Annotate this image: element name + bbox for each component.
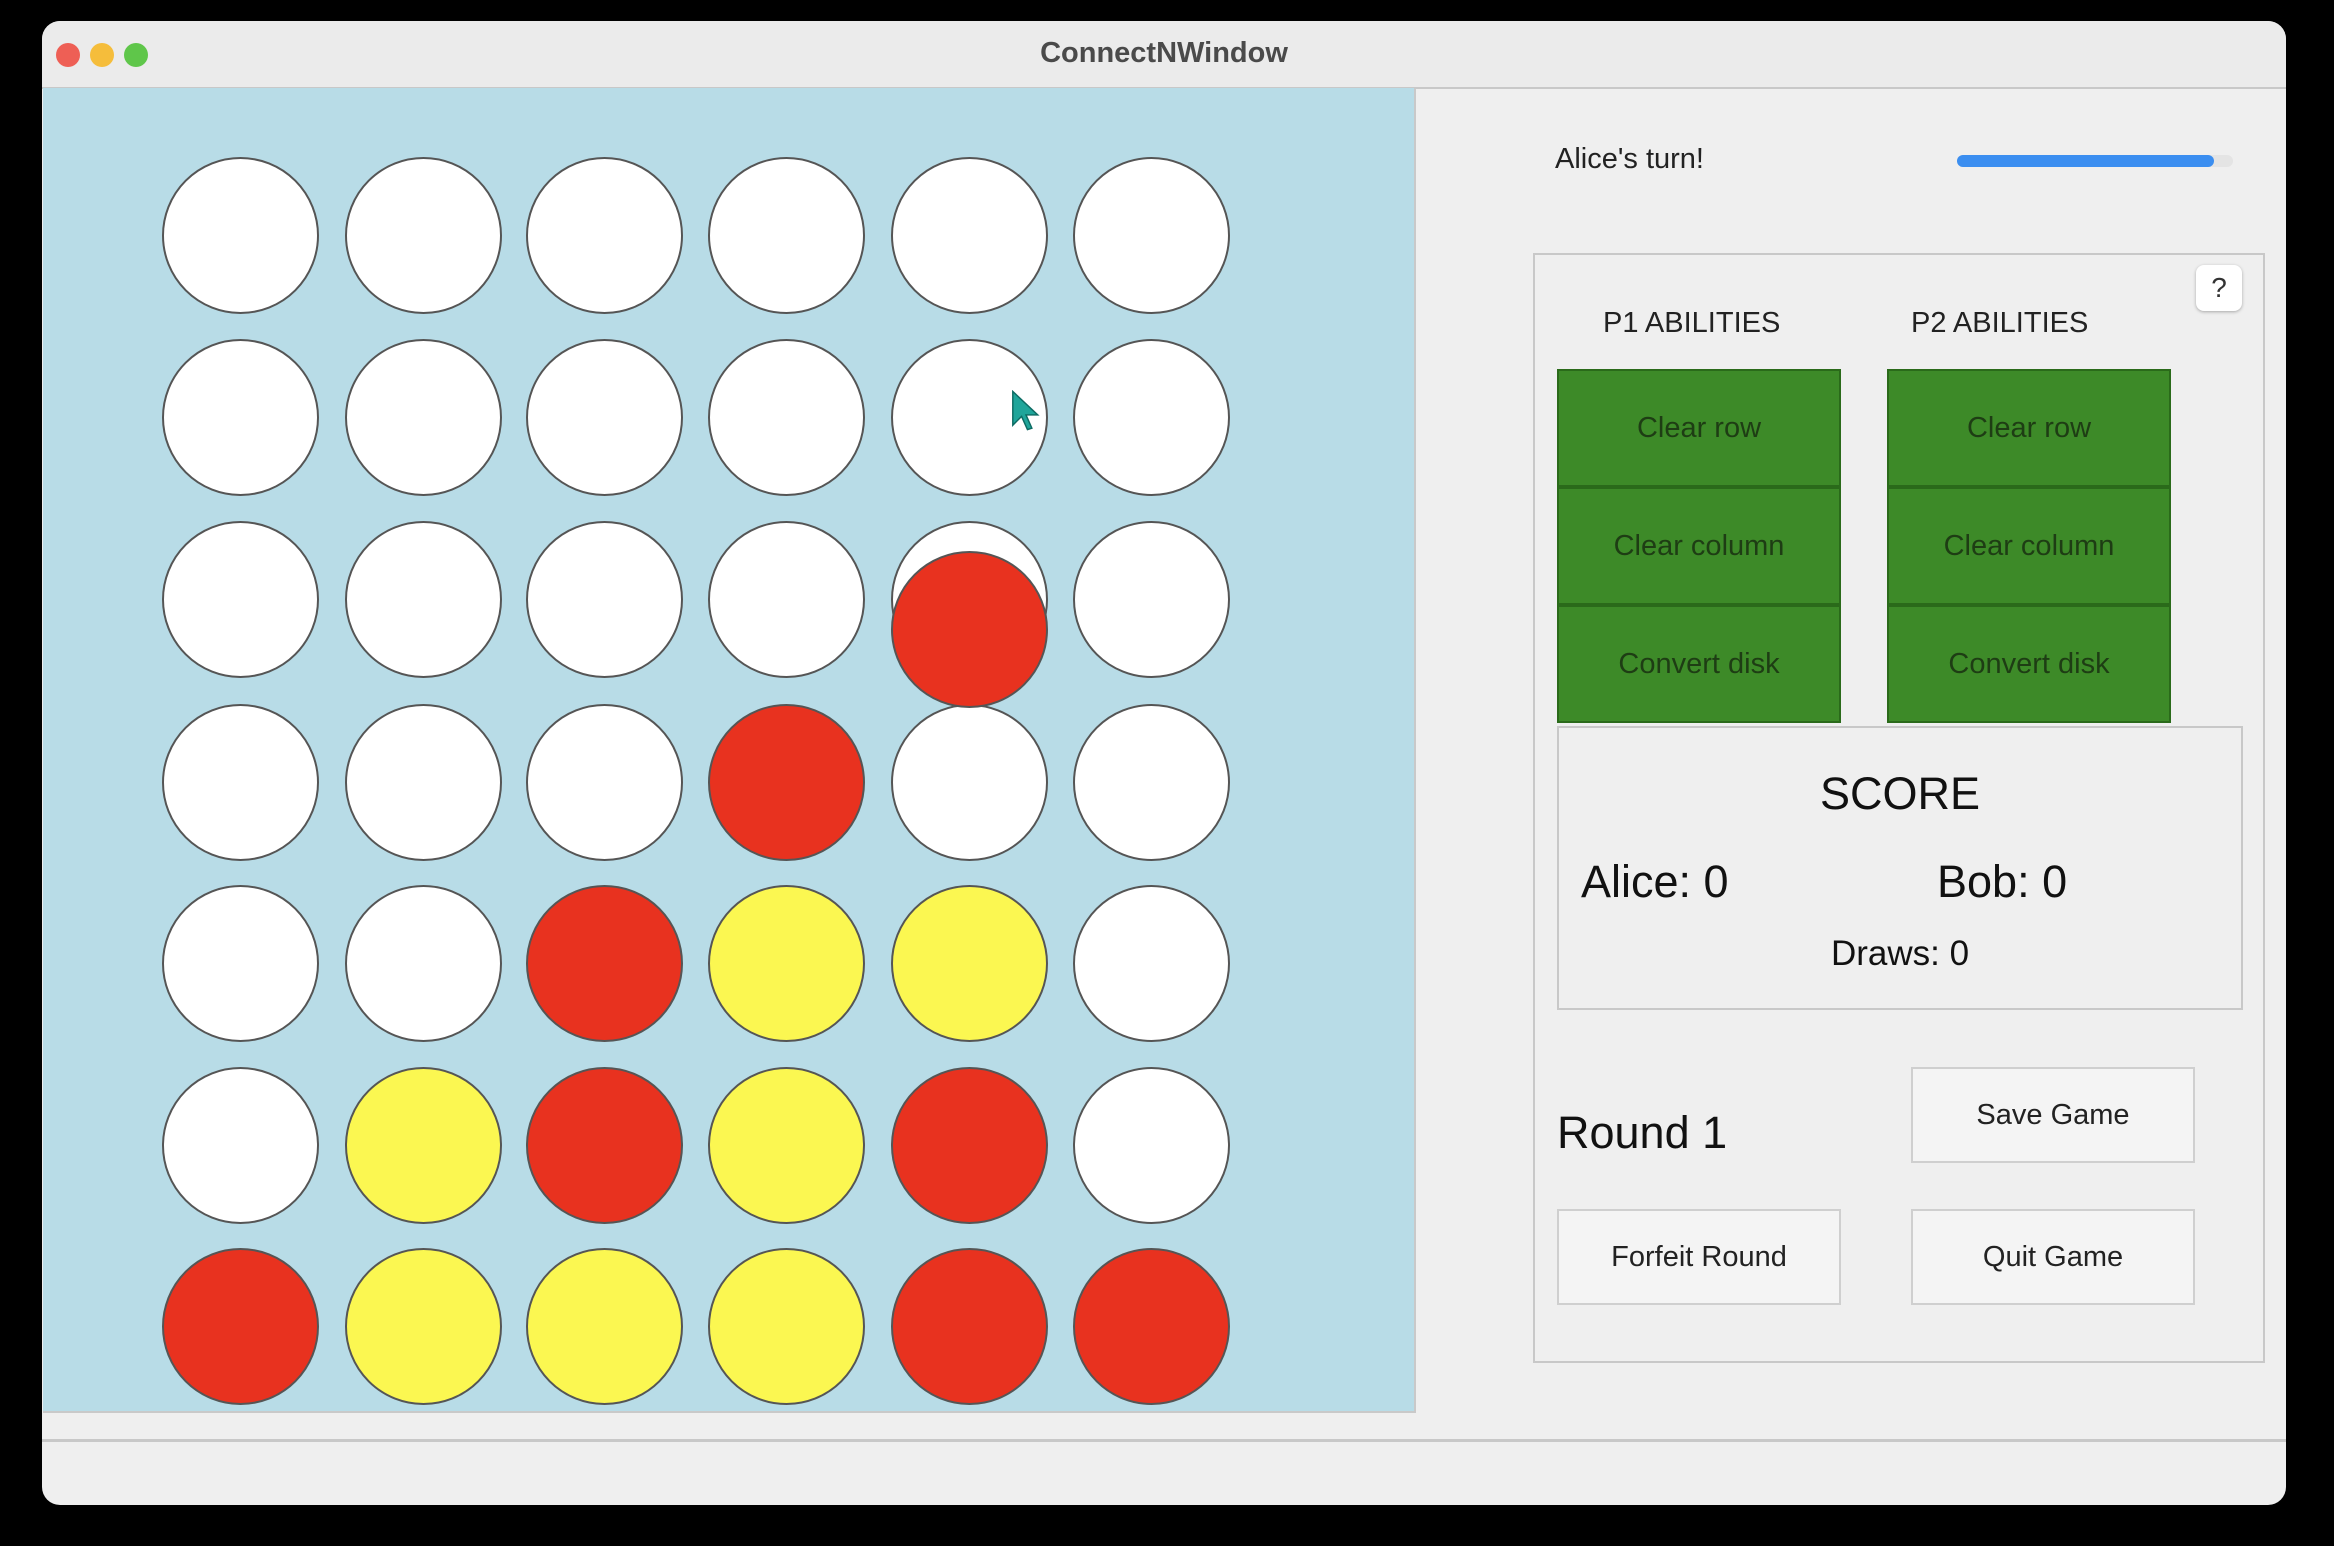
red-disc[interactable] bbox=[891, 1248, 1048, 1405]
empty-slot[interactable] bbox=[1073, 339, 1230, 496]
p2-clear-row-button[interactable]: Clear row bbox=[1887, 369, 2171, 487]
turn-status: Alice's turn! bbox=[1555, 143, 1704, 175]
empty-slot[interactable] bbox=[162, 521, 319, 678]
yellow-disc[interactable] bbox=[526, 1248, 683, 1405]
help-button[interactable]: ? bbox=[2196, 265, 2242, 311]
empty-slot[interactable] bbox=[345, 521, 502, 678]
empty-slot[interactable] bbox=[345, 157, 502, 314]
empty-slot[interactable] bbox=[891, 157, 1048, 314]
game-board[interactable] bbox=[43, 88, 1416, 1413]
empty-slot[interactable] bbox=[1073, 885, 1230, 1042]
empty-slot[interactable] bbox=[345, 885, 502, 1042]
quit-game-button[interactable]: Quit Game bbox=[1911, 1209, 2195, 1305]
empty-slot[interactable] bbox=[162, 885, 319, 1042]
empty-slot[interactable] bbox=[1073, 1067, 1230, 1224]
empty-slot[interactable] bbox=[526, 704, 683, 861]
title-bar: ConnectNWindow bbox=[42, 21, 2286, 89]
p1-clear-column-button[interactable]: Clear column bbox=[1557, 487, 1841, 605]
red-disc[interactable] bbox=[708, 704, 865, 861]
p1-abilities: Clear row Clear column Convert disk bbox=[1557, 369, 1841, 723]
yellow-disc[interactable] bbox=[345, 1067, 502, 1224]
yellow-disc[interactable] bbox=[345, 1248, 502, 1405]
status-bar-divider bbox=[42, 1439, 2286, 1442]
turn-timer-bar bbox=[1957, 155, 2233, 167]
falling-red-disc bbox=[891, 551, 1048, 708]
empty-slot[interactable] bbox=[891, 704, 1048, 861]
app-window: ConnectNWindow Alice's turn! ? P1 ABILIT… bbox=[42, 21, 2286, 1505]
red-disc[interactable] bbox=[891, 1067, 1048, 1224]
empty-slot[interactable] bbox=[526, 339, 683, 496]
forfeit-round-button[interactable]: Forfeit Round bbox=[1557, 1209, 1841, 1305]
empty-slot[interactable] bbox=[708, 521, 865, 678]
empty-slot[interactable] bbox=[162, 1067, 319, 1224]
alice-score: Alice: 0 bbox=[1581, 856, 1729, 907]
minimize-button[interactable] bbox=[90, 43, 114, 67]
p1-convert-disk-button[interactable]: Convert disk bbox=[1557, 605, 1841, 723]
red-disc[interactable] bbox=[162, 1248, 319, 1405]
yellow-disc[interactable] bbox=[708, 1067, 865, 1224]
empty-slot[interactable] bbox=[162, 704, 319, 861]
empty-slot[interactable] bbox=[162, 157, 319, 314]
zoom-button[interactable] bbox=[124, 43, 148, 67]
p2-abilities-label: P2 ABILITIES bbox=[1911, 307, 2089, 339]
empty-slot[interactable] bbox=[162, 339, 319, 496]
p1-clear-row-button[interactable]: Clear row bbox=[1557, 369, 1841, 487]
p1-abilities-label: P1 ABILITIES bbox=[1603, 307, 1781, 339]
red-disc[interactable] bbox=[1073, 1248, 1230, 1405]
empty-slot[interactable] bbox=[526, 157, 683, 314]
p2-convert-disk-button[interactable]: Convert disk bbox=[1887, 605, 2171, 723]
score-box: SCORE Alice: 0 Bob: 0 Draws: 0 bbox=[1557, 726, 2243, 1010]
empty-slot[interactable] bbox=[708, 157, 865, 314]
empty-slot[interactable] bbox=[1073, 704, 1230, 861]
round-label: Round 1 bbox=[1557, 1107, 1728, 1158]
p2-abilities: Clear row Clear column Convert disk bbox=[1887, 369, 2171, 723]
red-disc[interactable] bbox=[526, 1067, 683, 1224]
empty-slot[interactable] bbox=[345, 339, 502, 496]
empty-slot[interactable] bbox=[345, 704, 502, 861]
p2-clear-column-button[interactable]: Clear column bbox=[1887, 487, 2171, 605]
yellow-disc[interactable] bbox=[891, 885, 1048, 1042]
close-button[interactable] bbox=[56, 43, 80, 67]
empty-slot[interactable] bbox=[1073, 157, 1230, 314]
red-disc[interactable] bbox=[526, 885, 683, 1042]
window-title: ConnectNWindow bbox=[1040, 37, 1288, 69]
empty-slot[interactable] bbox=[526, 521, 683, 678]
empty-slot[interactable] bbox=[708, 339, 865, 496]
bob-score: Bob: 0 bbox=[1937, 856, 2068, 907]
draws-score: Draws: 0 bbox=[1830, 934, 1970, 973]
mouse-cursor-icon bbox=[1011, 389, 1041, 439]
score-title: SCORE bbox=[1819, 768, 1981, 819]
control-panel bbox=[1533, 253, 2265, 1363]
yellow-disc[interactable] bbox=[708, 1248, 865, 1405]
yellow-disc[interactable] bbox=[708, 885, 865, 1042]
empty-slot[interactable] bbox=[1073, 521, 1230, 678]
turn-timer-fill bbox=[1957, 155, 2214, 167]
save-game-button[interactable]: Save Game bbox=[1911, 1067, 2195, 1163]
